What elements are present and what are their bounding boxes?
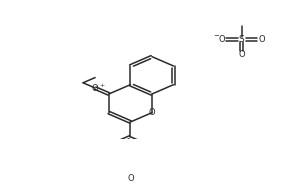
Text: O: O xyxy=(258,35,265,44)
Text: O: O xyxy=(92,83,98,92)
Text: −: − xyxy=(214,33,220,39)
Text: O: O xyxy=(238,50,245,59)
Text: S: S xyxy=(239,35,244,44)
Text: O: O xyxy=(218,35,225,44)
Text: +: + xyxy=(99,83,104,88)
Text: O: O xyxy=(127,174,134,183)
Text: O: O xyxy=(149,108,155,117)
